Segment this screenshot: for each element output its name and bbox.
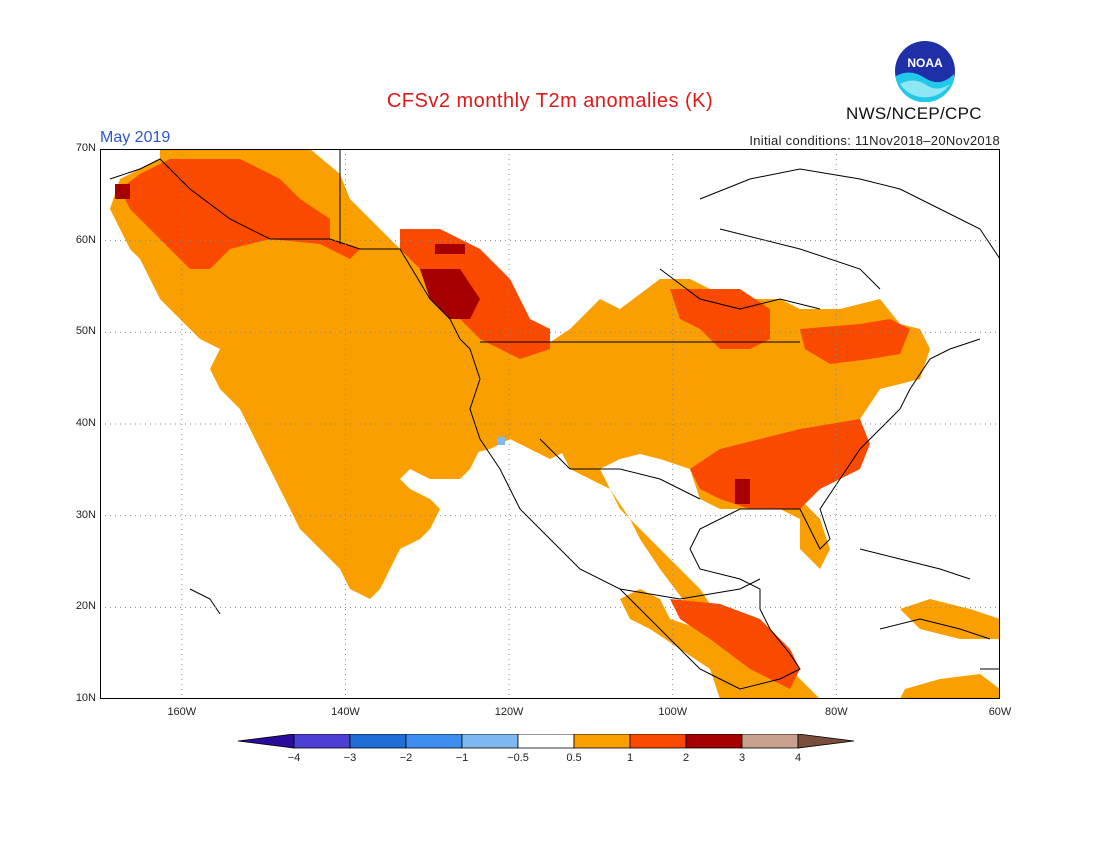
longitude-label: 100W bbox=[658, 706, 688, 718]
coastlines bbox=[109, 149, 1000, 690]
graticule bbox=[100, 149, 1000, 699]
anomaly-map bbox=[100, 149, 1000, 699]
anomaly-2-3-region bbox=[115, 184, 750, 504]
longitude-label: 120W bbox=[494, 706, 524, 718]
logo-text: NOAA bbox=[907, 56, 943, 70]
colorbar-tick-label: −2 bbox=[399, 752, 413, 764]
latitude-label: 20N bbox=[75, 600, 96, 613]
colorbar-segment bbox=[461, 734, 519, 749]
colorbar-segment bbox=[685, 734, 743, 749]
agency-label: NWS/NCEP/CPC bbox=[846, 104, 982, 123]
latitude-label: 70N bbox=[75, 142, 96, 154]
forecast-month: May 2019 bbox=[100, 129, 171, 146]
colorbar-tick-label: −4 bbox=[287, 752, 301, 764]
anomaly-negative-cell bbox=[497, 437, 505, 445]
longitude-label: 60W bbox=[988, 706, 1012, 718]
noaa-logo-icon: NOAA bbox=[895, 41, 955, 102]
colorbar-segment bbox=[629, 734, 687, 749]
longitude-label: 160W bbox=[167, 706, 197, 718]
colorbar-tick-label: −3 bbox=[343, 752, 357, 764]
colorbar-tick-label: 2 bbox=[682, 752, 690, 764]
longitude-label: 140W bbox=[331, 706, 360, 718]
colorbar-max-arrow bbox=[797, 734, 855, 749]
latitude-label: 40N bbox=[75, 417, 96, 429]
map-title: CFSv2 monthly T2m anomalies (K) bbox=[386, 90, 714, 112]
colorbar-segment bbox=[517, 734, 575, 749]
colorbar-segment bbox=[293, 734, 351, 749]
longitude-label: 80W bbox=[825, 706, 848, 718]
colorbar-tick-label: −1 bbox=[455, 752, 469, 764]
colorbar bbox=[238, 734, 855, 749]
latitude-label: 10N bbox=[75, 692, 96, 704]
latitude-label: 50N bbox=[75, 325, 96, 338]
latitude-label: 30N bbox=[75, 508, 96, 521]
colorbar-tick-label: 0.5 bbox=[566, 752, 582, 764]
colorbar-tick-label: 1 bbox=[626, 752, 634, 764]
colorbar-segment bbox=[741, 734, 799, 749]
colorbar-segment bbox=[573, 734, 631, 749]
colorbar-tick-label: 3 bbox=[738, 752, 746, 764]
latitude-label: 60N bbox=[75, 233, 96, 246]
initial-conditions: Initial conditions: 11Nov2018–20Nov2018 bbox=[749, 133, 1000, 148]
colorbar-tick-label: 4 bbox=[794, 752, 802, 764]
colorbar-tick-label: −0.5 bbox=[507, 752, 529, 764]
colorbar-min-arrow bbox=[238, 734, 295, 749]
colorbar-segment bbox=[405, 734, 463, 749]
colorbar-segment bbox=[349, 734, 407, 749]
